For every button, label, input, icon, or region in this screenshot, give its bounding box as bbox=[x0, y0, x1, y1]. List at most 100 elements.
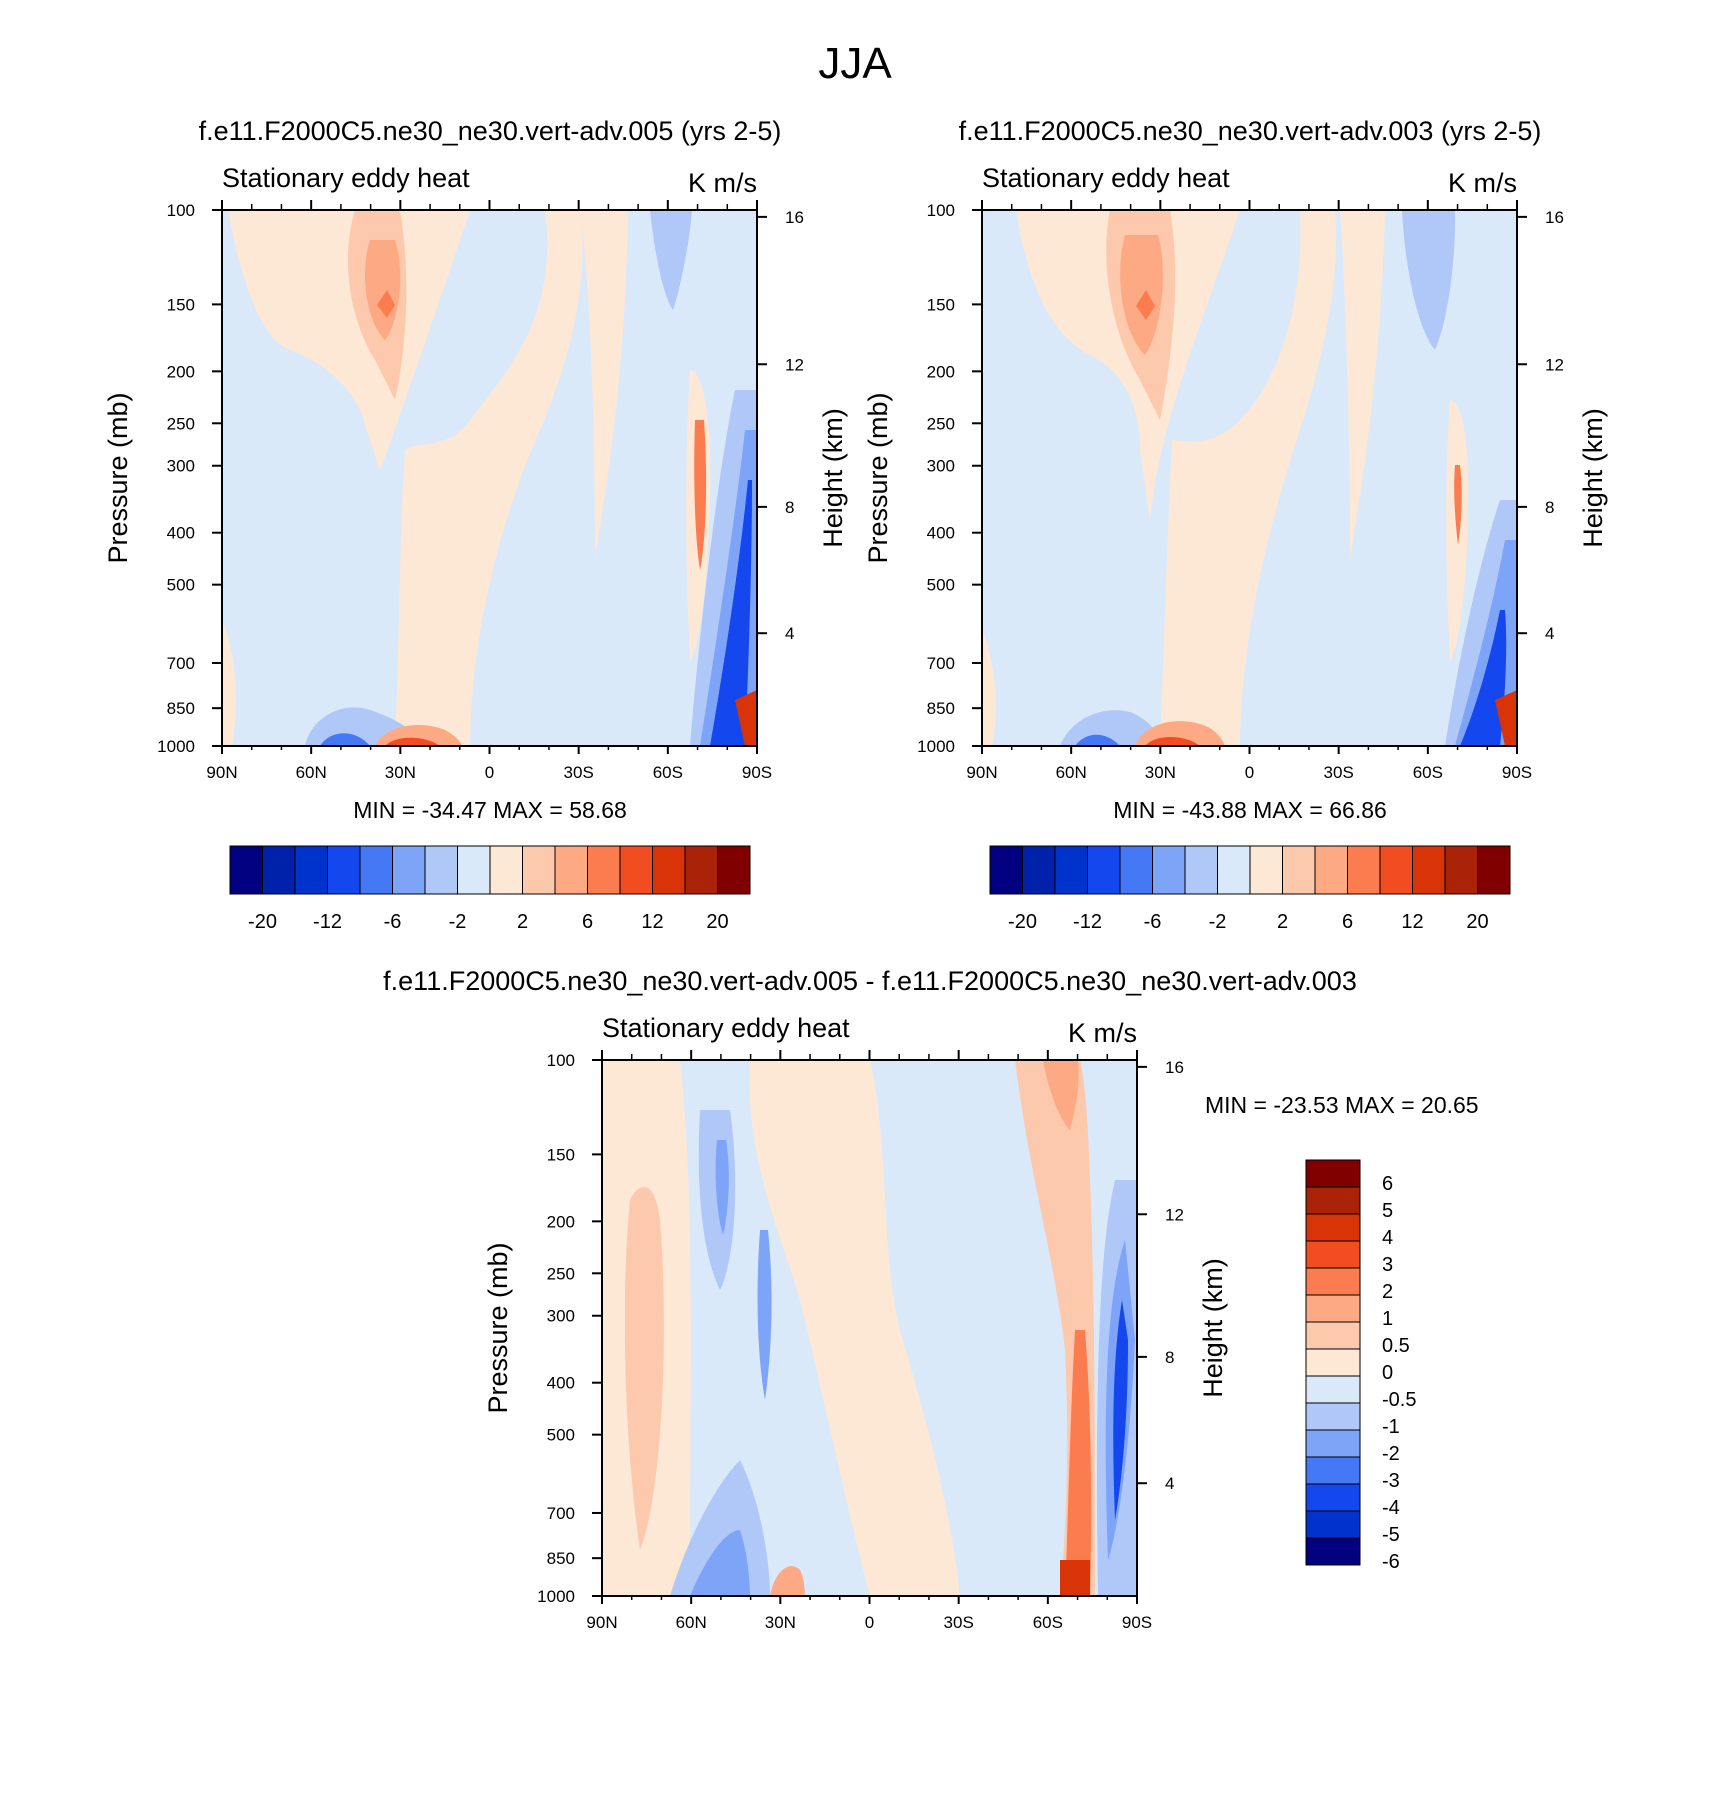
panel-a-southern-positive-core bbox=[694, 420, 707, 570]
panel-c: f.e11.F2000C5.ne30_ne30.vert-adv.005 - f… bbox=[383, 966, 1478, 1632]
panel-c-ytick-label: 200 bbox=[547, 1212, 575, 1231]
panel-b-colorbar-swatch bbox=[1152, 845, 1186, 895]
panel-c-colorbar-swatch bbox=[1305, 1186, 1361, 1215]
panel-b-field bbox=[982, 210, 1517, 746]
panel-a-surface-positive-max bbox=[735, 690, 757, 746]
panel-c-xtick-label: 60S bbox=[1033, 1613, 1063, 1632]
panel-b-colorbar-label: -6 bbox=[1144, 911, 1162, 933]
panel-c-southern-negative-core bbox=[1113, 1300, 1128, 1520]
panel-a-xtick-label: 0 bbox=[485, 763, 494, 782]
panel-b-colorbar-swatch bbox=[1314, 845, 1348, 895]
panel-a-colorbar: -20 -12 -6 -2 2 6 12 20 bbox=[229, 845, 751, 933]
panel-c-colorbar-label: -4 bbox=[1382, 1497, 1400, 1519]
panel-a-colorbar-swatch bbox=[619, 845, 653, 895]
panel-b-colorbar-swatch bbox=[1184, 845, 1218, 895]
panel-b-colorbar-swatch bbox=[1054, 845, 1088, 895]
panel-b-colorbar-label: -2 bbox=[1209, 911, 1227, 933]
panel-a-units: K m/s bbox=[688, 168, 757, 198]
panel-a-colorbar-swatch bbox=[262, 845, 296, 895]
panel-b-ytick-label: 1000 bbox=[917, 737, 955, 756]
panel-b-y2tick-label: 12 bbox=[1545, 355, 1564, 374]
panel-a-jet-core-mid bbox=[365, 240, 401, 340]
panel-b-xtick-label: 0 bbox=[1245, 763, 1254, 782]
panel-b-xtick-label: 30S bbox=[1324, 763, 1354, 782]
panel-b-ytick-label: 150 bbox=[927, 295, 955, 314]
panel-c-colorbar-label: -3 bbox=[1382, 1470, 1400, 1492]
panel-a-colorbar-swatch bbox=[717, 845, 751, 895]
panel-c-colorbar-swatch bbox=[1305, 1159, 1361, 1188]
figure-title: JJA bbox=[818, 39, 892, 88]
panel-c-xtick-label: 30N bbox=[765, 1613, 796, 1632]
panel-a-polar-positive bbox=[222, 620, 236, 746]
panel-c-colorbar-swatch bbox=[1305, 1510, 1361, 1539]
panel-c-colorbar-swatch bbox=[1305, 1267, 1361, 1296]
panel-b-title: f.e11.F2000C5.ne30_ne30.vert-adv.003 (yr… bbox=[959, 116, 1542, 146]
panel-c-colorbar: 6 5 4 3 2 1 0.5 0 -0.5 -1 -2 -3 -4 -5 -6 bbox=[1305, 1159, 1416, 1573]
panel-a-y2tick-label: 12 bbox=[785, 355, 804, 374]
panel-a-colorbar-swatch bbox=[489, 845, 523, 895]
panel-c-colorbar-label: 5 bbox=[1382, 1200, 1393, 1222]
panel-b-colorbar-swatch bbox=[1087, 845, 1121, 895]
panel-c-midlatitude-positive-band bbox=[749, 1060, 960, 1596]
panel-b-xtick-label: 90S bbox=[1502, 763, 1532, 782]
panel-c-y2tick-label: 12 bbox=[1165, 1205, 1184, 1224]
panel-b-colorbar: -20 -12 -6 -2 2 6 12 20 bbox=[989, 845, 1511, 933]
panel-c-xtick-label: 90N bbox=[586, 1613, 617, 1632]
panel-a-colorbar-label: -20 bbox=[248, 911, 277, 933]
panel-b-surface-negative-core bbox=[1075, 734, 1120, 746]
panel-a-colorbar-label: 6 bbox=[582, 911, 593, 933]
panel-b-ylabel: Pressure (mb) bbox=[863, 392, 893, 563]
panel-b-colorbar-swatch bbox=[1217, 845, 1251, 895]
panel-c-xtick-label: 90S bbox=[1122, 1613, 1152, 1632]
panel-b-colorbar-swatch bbox=[989, 845, 1023, 895]
panel-b-colorbar-swatch bbox=[1477, 845, 1511, 895]
panel-c-60s-positive-core bbox=[1065, 1330, 1092, 1596]
panel-c-30n-negative-core bbox=[757, 1230, 772, 1400]
panel-c-ytick-label: 300 bbox=[547, 1307, 575, 1326]
panel-b-jet-core-mid bbox=[1120, 235, 1163, 355]
panel-a-ytick-label: 500 bbox=[167, 576, 195, 595]
panel-a-colorbar-swatch bbox=[424, 845, 458, 895]
panel-c-xtick-label: 0 bbox=[865, 1613, 874, 1632]
panel-c-colorbar-swatch bbox=[1305, 1213, 1361, 1242]
panel-b-xtick-label: 90N bbox=[966, 763, 997, 782]
panel-b-upper-negative-cell bbox=[1402, 210, 1456, 350]
panel-c-north-positive-core bbox=[624, 1186, 664, 1550]
panel-c-colorbar-swatch bbox=[1305, 1294, 1361, 1323]
panel-c-ylabel: Pressure (mb) bbox=[483, 1242, 513, 1413]
panel-a-colorbar-swatch bbox=[457, 845, 491, 895]
panel-b-y2tick-label: 16 bbox=[1545, 208, 1564, 227]
panel-b-colorbar-swatch bbox=[1119, 845, 1153, 895]
panel-b-polar-positive bbox=[982, 630, 996, 746]
panel-b-midlevel-positive-band bbox=[1160, 210, 1336, 746]
panel-c-colorbar-label: -1 bbox=[1382, 1416, 1400, 1438]
panel-b-y2label: Height (km) bbox=[1578, 408, 1608, 548]
panel-a-xtick-label: 90S bbox=[742, 763, 772, 782]
panel-b-y2tick-label: 4 bbox=[1545, 624, 1554, 643]
panel-a-ytick-label: 300 bbox=[167, 457, 195, 476]
panel-b-colorbar-swatch bbox=[1444, 845, 1478, 895]
panel-c-colorbar-swatch bbox=[1305, 1483, 1361, 1512]
panel-a-ytick-label: 250 bbox=[167, 414, 195, 433]
panel-b-xtick-label: 30N bbox=[1145, 763, 1176, 782]
panel-c-colorbar-swatch bbox=[1305, 1429, 1361, 1458]
panel-a-jet-core-max bbox=[377, 290, 395, 318]
panel-b-colorbar-swatch bbox=[1022, 845, 1056, 895]
panel-c-surface-negative-core bbox=[690, 1530, 750, 1596]
panel-c-y2tick-label: 16 bbox=[1165, 1058, 1184, 1077]
panel-c-colorbar-swatch bbox=[1305, 1537, 1361, 1566]
panel-c-xtick-label: 30S bbox=[944, 1613, 974, 1632]
panel-b-y2tick-label: 8 bbox=[1545, 498, 1554, 517]
panel-c-y2tick-label: 8 bbox=[1165, 1348, 1174, 1367]
panel-a-midlevel-positive-band bbox=[395, 210, 583, 746]
panel-b-upper-positive-region bbox=[1016, 210, 1240, 520]
panel-a-colorbar-swatch bbox=[684, 845, 718, 895]
panel-a-y2tick-label: 8 bbox=[785, 498, 794, 517]
panel-c-surface-positive-max bbox=[1060, 1560, 1090, 1596]
panel-c-colorbar-label: 6 bbox=[1382, 1173, 1393, 1195]
panel-b-colorbar-label: -20 bbox=[1008, 911, 1037, 933]
panel-a-ytick-label: 1000 bbox=[157, 737, 195, 756]
panel-a-colorbar-swatch bbox=[587, 845, 621, 895]
panel-a-ytick-label: 200 bbox=[167, 362, 195, 381]
panel-b-jet-core-max bbox=[1136, 290, 1155, 320]
